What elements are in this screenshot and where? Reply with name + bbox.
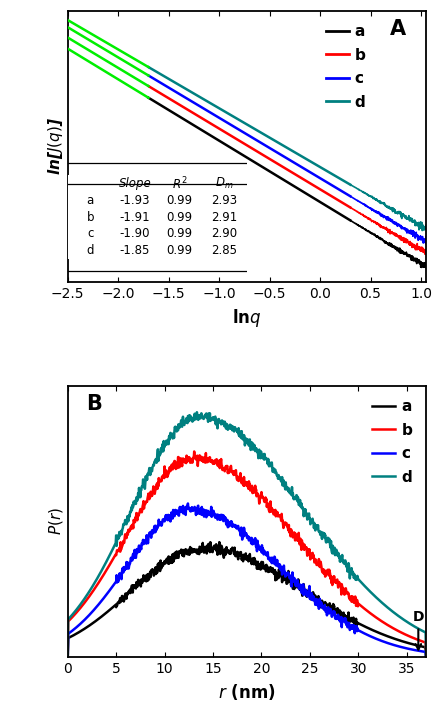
b [87, 591, 92, 600]
b [374, 614, 379, 622]
a [337, 607, 343, 615]
b [337, 581, 343, 590]
b [423, 653, 429, 662]
a [283, 575, 288, 583]
Y-axis label: $P(r)$: $P(r)$ [47, 508, 65, 536]
a [65, 653, 70, 662]
d [274, 468, 279, 477]
a [423, 653, 429, 662]
Text: D: D [413, 610, 424, 650]
Line: b: b [68, 451, 426, 657]
d [87, 586, 92, 595]
d [423, 653, 429, 662]
b [294, 531, 299, 540]
Legend: a, b, c, d: a, b, c, d [320, 18, 372, 115]
b [274, 507, 279, 515]
X-axis label: ln$q$: ln$q$ [232, 307, 262, 329]
a [87, 621, 92, 629]
a [274, 570, 279, 579]
d [194, 408, 200, 416]
b [191, 447, 197, 456]
Line: d: d [68, 412, 426, 657]
d [65, 653, 70, 662]
b [65, 653, 70, 662]
Y-axis label: ln[$J(q)$]: ln[$J(q)$] [46, 117, 65, 176]
Text: A: A [390, 19, 406, 39]
Legend: a, b, c, d: a, b, c, d [366, 393, 419, 491]
a [217, 538, 222, 546]
c [374, 635, 379, 643]
d [294, 491, 299, 499]
X-axis label: $r$ (nm): $r$ (nm) [218, 682, 276, 702]
c [294, 582, 299, 591]
d [283, 478, 288, 486]
c [337, 617, 343, 626]
d [374, 594, 379, 602]
c [65, 653, 70, 662]
c [283, 572, 288, 581]
Text: B: B [86, 394, 101, 413]
d [337, 557, 343, 566]
b [283, 519, 288, 527]
a [374, 628, 379, 636]
c [274, 556, 279, 565]
a [294, 581, 299, 589]
Line: c: c [68, 503, 426, 657]
c [87, 610, 92, 619]
c [423, 653, 429, 662]
c [185, 499, 191, 508]
Line: a: a [68, 542, 426, 657]
